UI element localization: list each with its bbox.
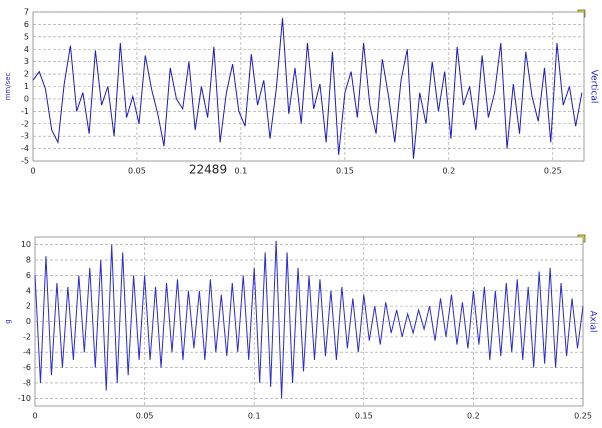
- legend-label: Vertical: [589, 70, 599, 104]
- y-tick-label: 0: [24, 94, 29, 103]
- y-tick-label: 5: [24, 32, 29, 41]
- y-tick-label: -6: [23, 363, 31, 372]
- y-tick-label: 2: [26, 302, 31, 311]
- y-tick-label: -8: [23, 378, 31, 387]
- y-tick-label: -2: [23, 332, 31, 341]
- y-tick-label: 6: [24, 20, 29, 29]
- y-tick-label: 4: [26, 286, 31, 295]
- x-tick-label: 0.05: [136, 412, 154, 421]
- x-tick-label: 0.15: [336, 167, 354, 176]
- x-tick-label: 0.2: [467, 412, 480, 421]
- series-line: [34, 240, 584, 399]
- y-tick-label: 8: [26, 256, 31, 265]
- y-tick-label: -1: [21, 107, 29, 116]
- y-tick-label: -3: [21, 132, 29, 141]
- y-tick-label: 7: [24, 8, 29, 17]
- y-tick-label: 1: [24, 82, 29, 91]
- y-tick-label: -4: [23, 348, 31, 357]
- y-tick-label: -5: [21, 157, 29, 166]
- y-tick-label: 2: [24, 70, 29, 79]
- y-tick-label: 0: [26, 317, 31, 326]
- x-tick-label: 0.05: [128, 167, 146, 176]
- annotation: 22489: [189, 163, 227, 177]
- legend-label: Axial: [588, 311, 598, 333]
- x-tick-label: 0.15: [355, 412, 373, 421]
- y-axis-label: mm/sec: [4, 72, 12, 100]
- y-tick-label: -2: [21, 119, 29, 128]
- x-tick-label: 0.25: [544, 167, 562, 176]
- x-tick-label: 0.2: [442, 167, 455, 176]
- y-tick-label: -4: [21, 144, 29, 153]
- x-tick-label: 0: [30, 167, 35, 176]
- x-tick-label: 0.1: [248, 412, 261, 421]
- y-tick-label: 10: [21, 240, 31, 249]
- x-tick-label: 0.1: [235, 167, 248, 176]
- y-tick-label: 4: [24, 45, 29, 54]
- series-line: [32, 18, 583, 159]
- y-axis-label: g: [4, 319, 12, 323]
- y-tick-label: 3: [24, 57, 29, 66]
- y-tick-label: -10: [18, 394, 31, 403]
- x-tick-label: 0: [32, 412, 37, 421]
- x-tick-label: 0.25: [574, 412, 592, 421]
- y-tick-label: 6: [26, 271, 31, 280]
